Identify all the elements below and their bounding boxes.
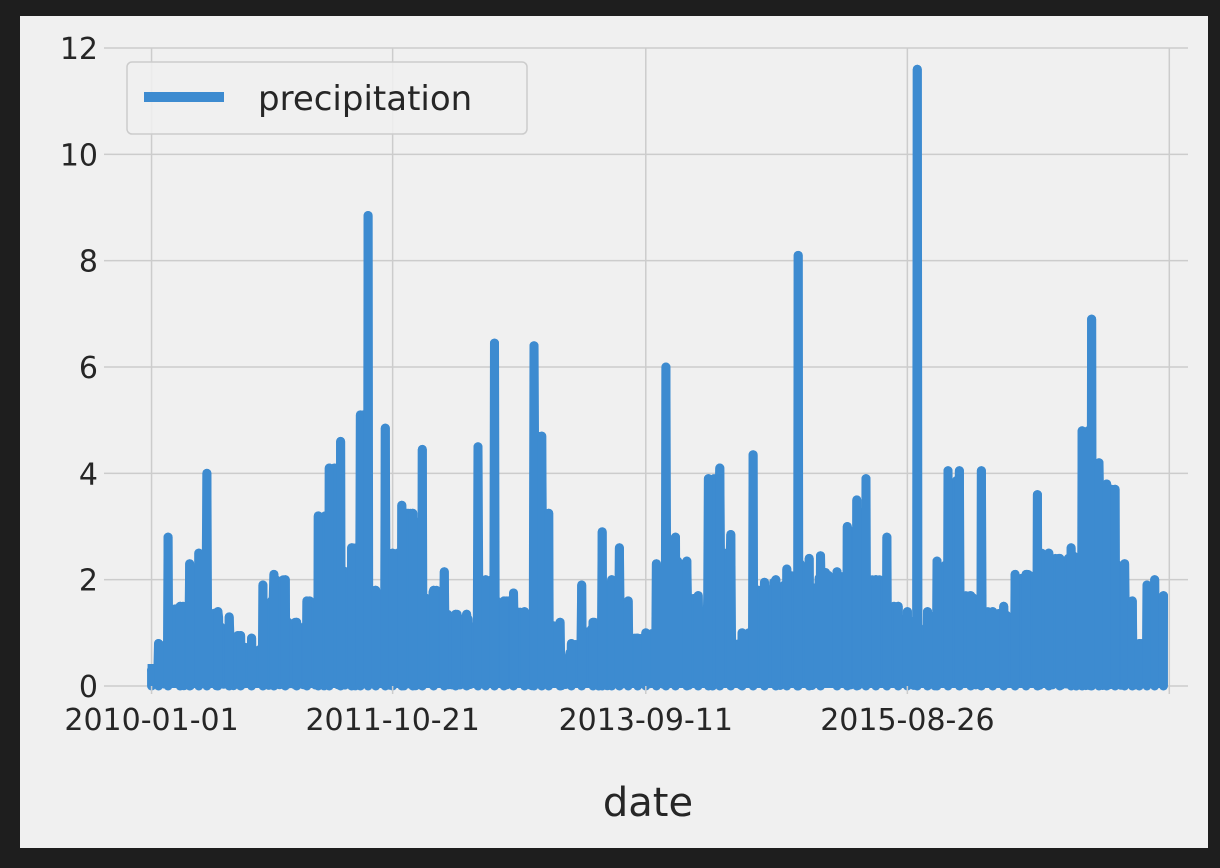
y-tick-label: 4	[79, 457, 98, 492]
legend: precipitation	[126, 61, 528, 135]
axes: 0 2 4 6 8 10 12 2010-01-01 2011-10-21 2013-09-11 2…	[60, 32, 1171, 738]
x-tick-label: 2011-10-21	[305, 703, 479, 738]
x-tick-label: 2015-08-26	[820, 703, 994, 738]
y-tick-label: 0	[79, 670, 98, 705]
legend-label: precipitation	[258, 79, 472, 119]
x-tick-label: 2010-01-01	[64, 703, 238, 738]
series-precipitation	[147, 64, 1168, 691]
chart-figure: 0 2 4 6 8 10 12 2010-01-01 2011-10-21 2013-09-11 2…	[20, 16, 1208, 848]
y-tick-label: 2	[79, 564, 98, 599]
y-tick-label: 12	[60, 32, 98, 67]
y-tick-label: 8	[79, 245, 98, 280]
y-tick-label: 10	[60, 138, 98, 173]
legend-box	[126, 61, 528, 135]
x-tick-label: 2013-09-11	[559, 703, 733, 738]
x-axis-title: date	[603, 780, 693, 826]
y-tick-label: 6	[79, 351, 98, 386]
gridlines	[112, 47, 1188, 687]
precipitation-chart: 0 2 4 6 8 10 12 2010-01-01 2011-10-21 2013-09-11 2…	[60, 32, 1188, 826]
